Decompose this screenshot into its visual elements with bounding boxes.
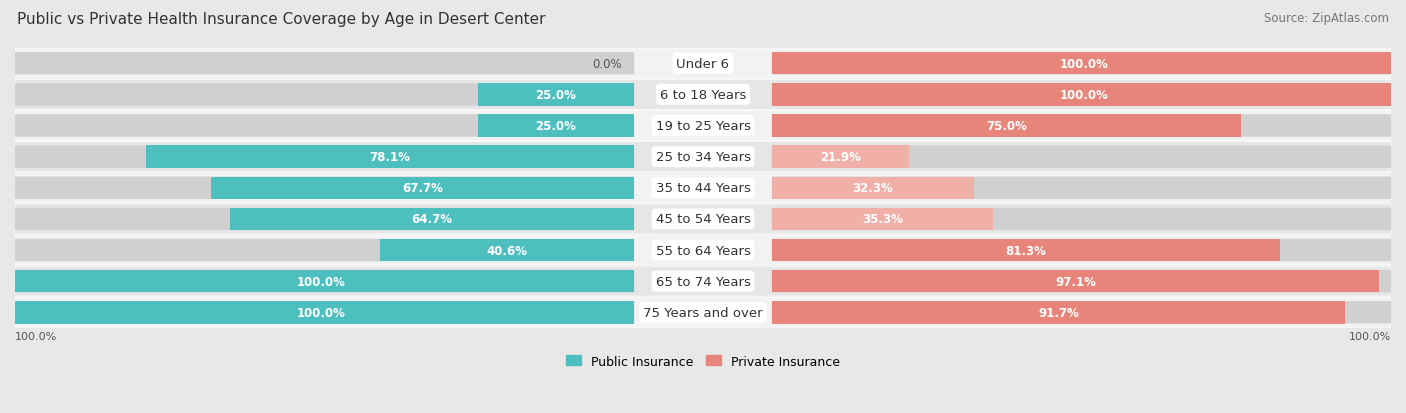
Text: 64.7%: 64.7%	[412, 213, 453, 226]
FancyBboxPatch shape	[772, 177, 1398, 199]
Bar	[478, 115, 634, 138]
FancyBboxPatch shape	[8, 84, 634, 106]
Text: 78.1%: 78.1%	[370, 151, 411, 164]
Text: 100.0%: 100.0%	[297, 306, 346, 319]
Text: 25 to 34 Years: 25 to 34 Years	[655, 151, 751, 164]
Bar	[211, 177, 634, 199]
Bar	[8, 270, 634, 293]
FancyBboxPatch shape	[15, 111, 1391, 141]
Bar	[772, 146, 908, 169]
Text: 100.0%: 100.0%	[1060, 57, 1109, 71]
Text: Source: ZipAtlas.com: Source: ZipAtlas.com	[1264, 12, 1389, 25]
Text: 35.3%: 35.3%	[862, 213, 903, 226]
FancyBboxPatch shape	[15, 49, 1391, 79]
FancyBboxPatch shape	[15, 204, 1391, 234]
Text: 21.9%: 21.9%	[820, 151, 860, 164]
Legend: Public Insurance, Private Insurance: Public Insurance, Private Insurance	[561, 350, 845, 373]
FancyBboxPatch shape	[772, 301, 1398, 324]
Bar	[146, 146, 634, 169]
FancyBboxPatch shape	[8, 208, 634, 230]
FancyBboxPatch shape	[15, 235, 1391, 265]
Text: 67.7%: 67.7%	[402, 182, 443, 195]
Text: Under 6: Under 6	[676, 57, 730, 71]
Text: 40.6%: 40.6%	[486, 244, 527, 257]
FancyBboxPatch shape	[772, 270, 1398, 293]
Text: 35 to 44 Years: 35 to 44 Years	[655, 182, 751, 195]
Text: Public vs Private Health Insurance Coverage by Age in Desert Center: Public vs Private Health Insurance Cover…	[17, 12, 546, 27]
Text: 100.0%: 100.0%	[15, 331, 58, 341]
Text: 65 to 74 Years: 65 to 74 Years	[655, 275, 751, 288]
Text: 91.7%: 91.7%	[1038, 306, 1078, 319]
FancyBboxPatch shape	[8, 53, 634, 75]
Text: 25.0%: 25.0%	[536, 89, 576, 102]
Text: 75.0%: 75.0%	[986, 120, 1026, 133]
Text: 45 to 54 Years: 45 to 54 Years	[655, 213, 751, 226]
Text: 0.0%: 0.0%	[592, 57, 621, 71]
FancyBboxPatch shape	[8, 146, 634, 169]
FancyBboxPatch shape	[15, 173, 1391, 203]
FancyBboxPatch shape	[8, 270, 634, 293]
Text: 100.0%: 100.0%	[1348, 331, 1391, 341]
Bar	[772, 84, 1398, 106]
FancyBboxPatch shape	[772, 84, 1398, 106]
Text: 25.0%: 25.0%	[536, 120, 576, 133]
FancyBboxPatch shape	[15, 266, 1391, 297]
FancyBboxPatch shape	[8, 239, 634, 261]
FancyBboxPatch shape	[8, 301, 634, 324]
Bar	[229, 208, 634, 230]
FancyBboxPatch shape	[772, 208, 1398, 230]
Text: 97.1%: 97.1%	[1054, 275, 1095, 288]
Bar	[772, 53, 1398, 75]
Bar	[772, 115, 1241, 138]
Text: 100.0%: 100.0%	[297, 275, 346, 288]
Bar	[380, 239, 634, 261]
Text: 55 to 64 Years: 55 to 64 Years	[655, 244, 751, 257]
Text: 81.3%: 81.3%	[1005, 244, 1046, 257]
FancyBboxPatch shape	[15, 142, 1391, 172]
Text: 32.3%: 32.3%	[852, 182, 893, 195]
FancyBboxPatch shape	[772, 239, 1398, 261]
Bar	[772, 208, 993, 230]
Bar	[772, 177, 974, 199]
Text: 19 to 25 Years: 19 to 25 Years	[655, 120, 751, 133]
Bar	[772, 239, 1281, 261]
FancyBboxPatch shape	[772, 146, 1398, 169]
Bar	[772, 301, 1346, 324]
FancyBboxPatch shape	[772, 53, 1398, 75]
FancyBboxPatch shape	[8, 177, 634, 199]
Text: 75 Years and over: 75 Years and over	[643, 306, 763, 319]
Bar	[772, 270, 1379, 293]
FancyBboxPatch shape	[772, 115, 1398, 138]
Text: 100.0%: 100.0%	[1060, 89, 1109, 102]
Bar	[8, 301, 634, 324]
FancyBboxPatch shape	[15, 80, 1391, 110]
FancyBboxPatch shape	[15, 298, 1391, 328]
Bar	[478, 84, 634, 106]
Text: 6 to 18 Years: 6 to 18 Years	[659, 89, 747, 102]
FancyBboxPatch shape	[8, 115, 634, 138]
